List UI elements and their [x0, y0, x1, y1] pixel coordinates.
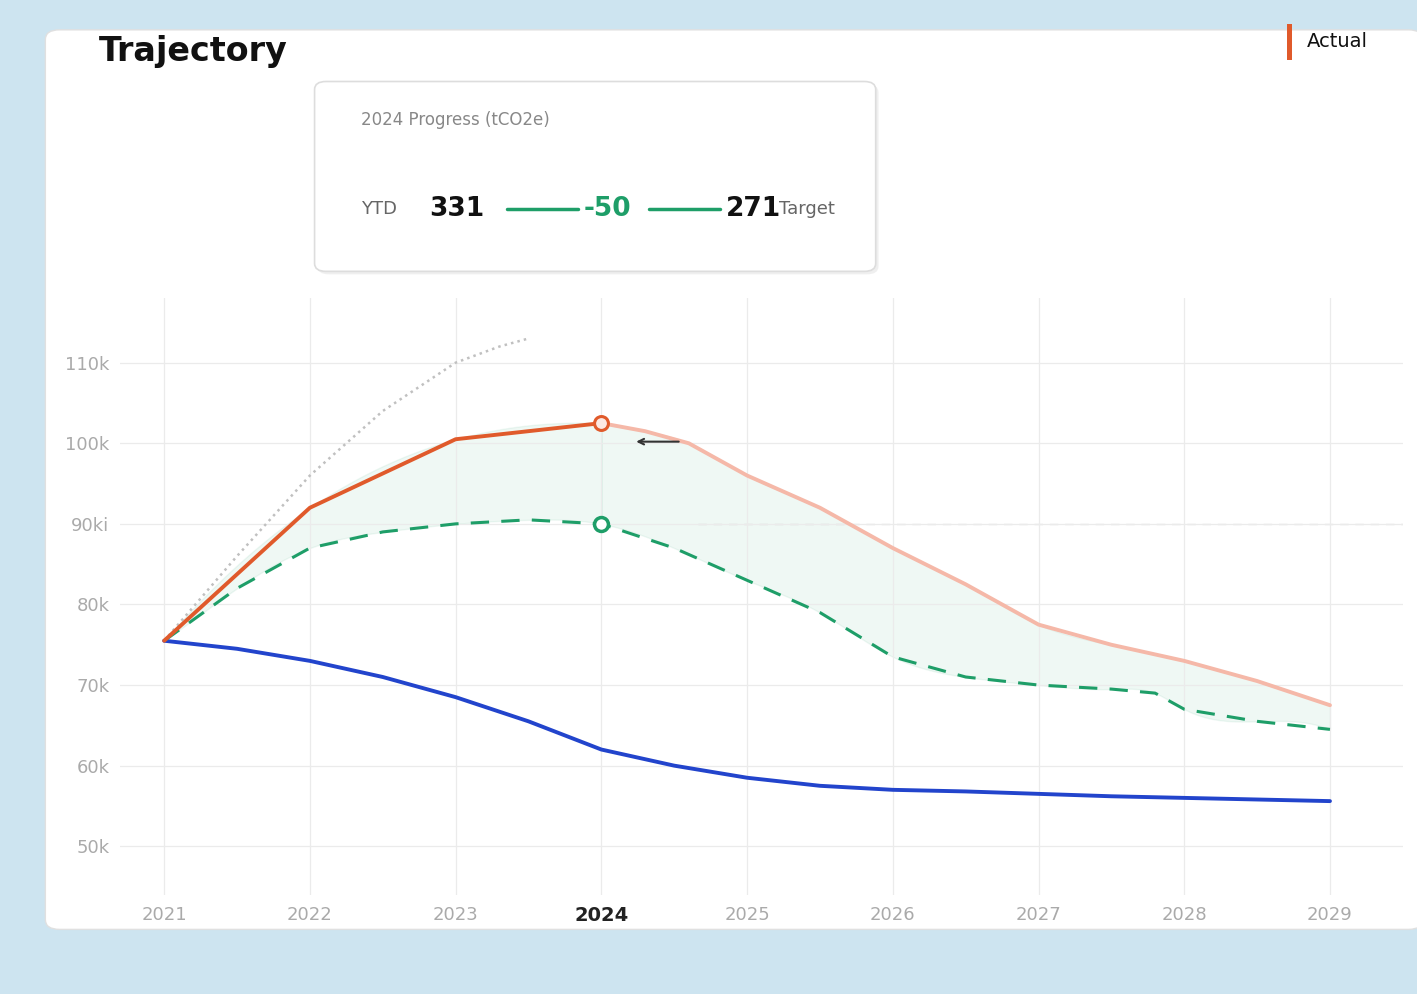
Text: Target: Target — [779, 200, 835, 218]
Text: -50: -50 — [584, 196, 632, 222]
Text: Actual: Actual — [1306, 32, 1367, 52]
Text: YTD: YTD — [361, 200, 397, 218]
Text: 271: 271 — [726, 196, 781, 222]
Text: 2024 Progress (tCO2e): 2024 Progress (tCO2e) — [361, 111, 550, 129]
Text: Trajectory: Trajectory — [99, 35, 288, 68]
Text: 331: 331 — [429, 196, 485, 222]
